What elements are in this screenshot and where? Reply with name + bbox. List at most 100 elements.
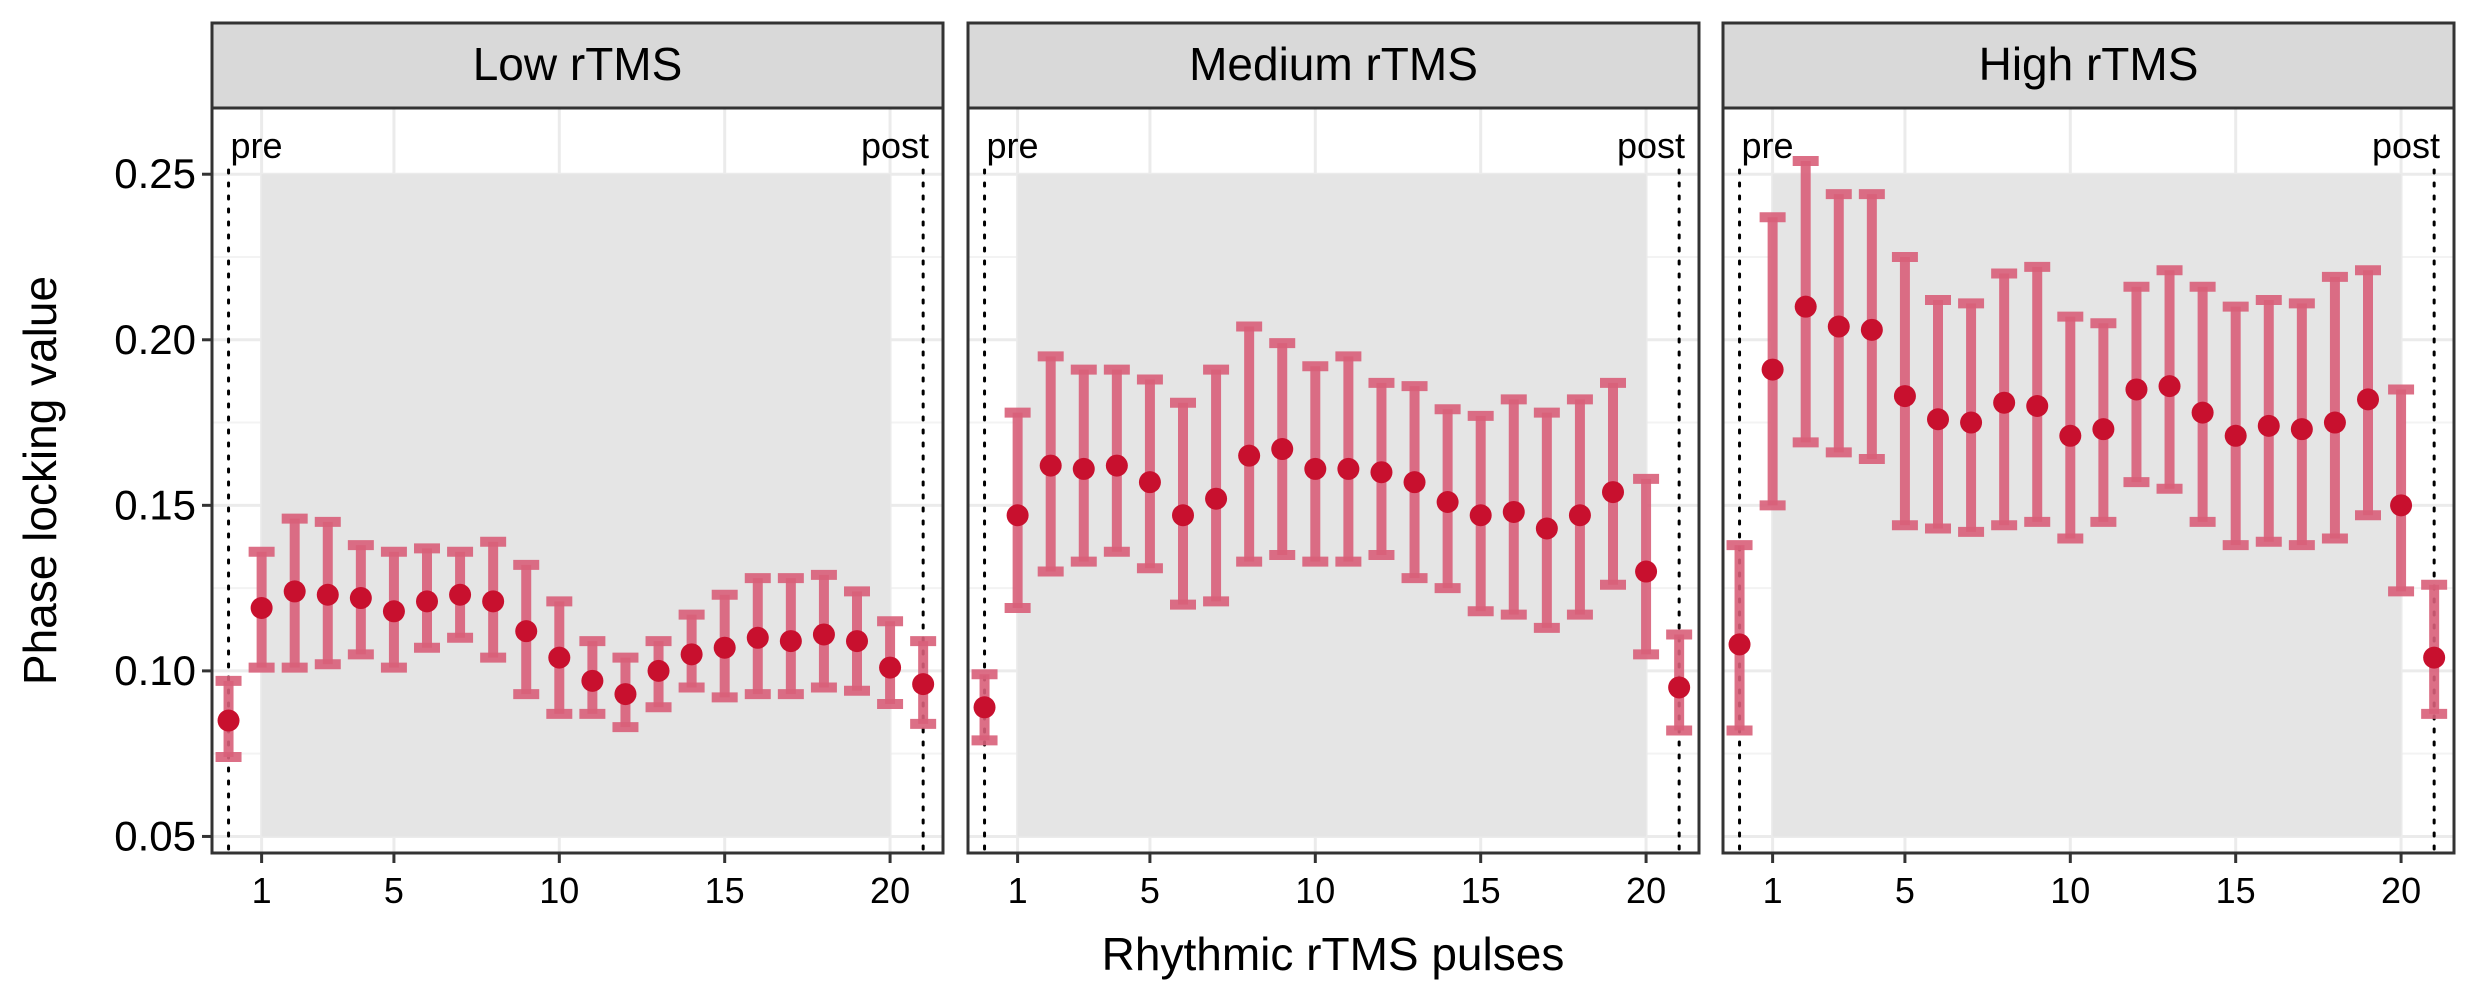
data-point (746, 626, 769, 649)
data-point (1006, 504, 1029, 527)
data-point (2026, 395, 2049, 417)
data-point (812, 623, 835, 646)
data-point (779, 630, 802, 653)
data-point (1993, 391, 2016, 414)
marker-label-pre: pre (987, 125, 1039, 166)
data-point (1568, 504, 1591, 527)
stimulation-shade (1772, 174, 2402, 837)
data-point (2357, 388, 2379, 411)
x-tick-label: 20 (2381, 870, 2421, 911)
y-tick-label: 0.10 (114, 647, 196, 694)
data-point (382, 600, 405, 623)
data-point (1172, 504, 1194, 527)
x-tick-label: 10 (2050, 870, 2090, 911)
data-point (349, 587, 372, 610)
data-point (1893, 385, 1916, 408)
data-point (973, 696, 996, 719)
data-point (1105, 454, 1128, 477)
data-point (1469, 504, 1492, 527)
x-tick-label: 5 (384, 870, 404, 911)
data-point (1370, 461, 1393, 484)
x-tick-label: 1 (252, 870, 272, 911)
data-point (316, 583, 339, 606)
data-point (1728, 633, 1751, 656)
x-tick-label: 15 (1461, 870, 1501, 911)
data-point (1072, 457, 1095, 480)
panel-border (1721, 106, 2456, 855)
data-point (1860, 318, 1883, 341)
panel-title: Medium rTMS (1189, 38, 1478, 90)
data-point (2423, 646, 2446, 669)
data-point (2390, 494, 2413, 517)
data-point (217, 709, 240, 732)
x-axis-title: Rhythmic rTMS pulses (1102, 928, 1565, 980)
data-point (846, 630, 868, 653)
x-tick-label: 1 (1008, 870, 1028, 911)
data-point (2257, 414, 2280, 437)
data-point (2191, 401, 2214, 424)
marker-label-pre: pre (231, 125, 283, 166)
data-point (1535, 517, 1558, 540)
x-tick-label: 10 (1295, 870, 1335, 911)
data-point (1960, 411, 1983, 434)
data-point (1304, 457, 1327, 480)
y-tick-label: 0.25 (114, 150, 196, 197)
strip-header (210, 21, 945, 110)
data-point (1138, 471, 1161, 494)
data-point (581, 669, 604, 692)
data-point (515, 620, 538, 643)
panel-border (210, 106, 945, 855)
panel-title: Low rTMS (473, 38, 683, 90)
data-point (1271, 438, 1294, 461)
data-point (1502, 500, 1525, 523)
y-tick-label: 0.20 (114, 316, 196, 363)
data-point (1337, 457, 1360, 480)
data-point (2158, 375, 2181, 398)
data-point (2290, 418, 2313, 441)
marker-label-post: post (1617, 125, 1685, 166)
data-point (1761, 358, 1784, 381)
data-point (1668, 676, 1691, 699)
data-point (2059, 424, 2082, 447)
data-point (1436, 491, 1459, 514)
data-point (2323, 411, 2346, 434)
marker-label-pre: pre (1742, 125, 1794, 166)
x-tick-label: 5 (1895, 870, 1915, 911)
data-point (647, 659, 670, 682)
y-tick-label: 0.05 (114, 812, 196, 859)
data-point (2224, 424, 2247, 447)
marker-label-post: post (861, 125, 929, 166)
data-point (1635, 560, 1658, 583)
data-point (283, 580, 306, 603)
x-tick-label: 15 (2216, 870, 2256, 911)
x-tick-label: 10 (539, 870, 579, 911)
x-tick-label: 1 (1763, 870, 1783, 911)
data-point (1039, 454, 1062, 477)
y-axis-title: Phase locking value (14, 276, 66, 685)
data-point (1205, 487, 1228, 510)
data-point (2125, 378, 2148, 401)
stimulation-shade (1017, 174, 1647, 837)
data-point (879, 656, 902, 679)
data-point (1827, 315, 1850, 338)
x-tick-label: 5 (1140, 870, 1160, 911)
data-point (713, 636, 736, 659)
strip-header (966, 21, 1701, 110)
data-point (1927, 408, 1949, 431)
stimulation-shade (261, 174, 891, 837)
data-point (416, 590, 438, 613)
data-point (614, 683, 637, 706)
panel-border (966, 106, 1701, 855)
y-tick-label: 0.15 (114, 481, 196, 528)
data-point (482, 590, 505, 613)
panel-title: High rTMS (1979, 38, 2199, 90)
data-point (1238, 444, 1261, 467)
data-point (2092, 418, 2115, 441)
data-point (548, 646, 571, 669)
data-point (449, 583, 472, 606)
